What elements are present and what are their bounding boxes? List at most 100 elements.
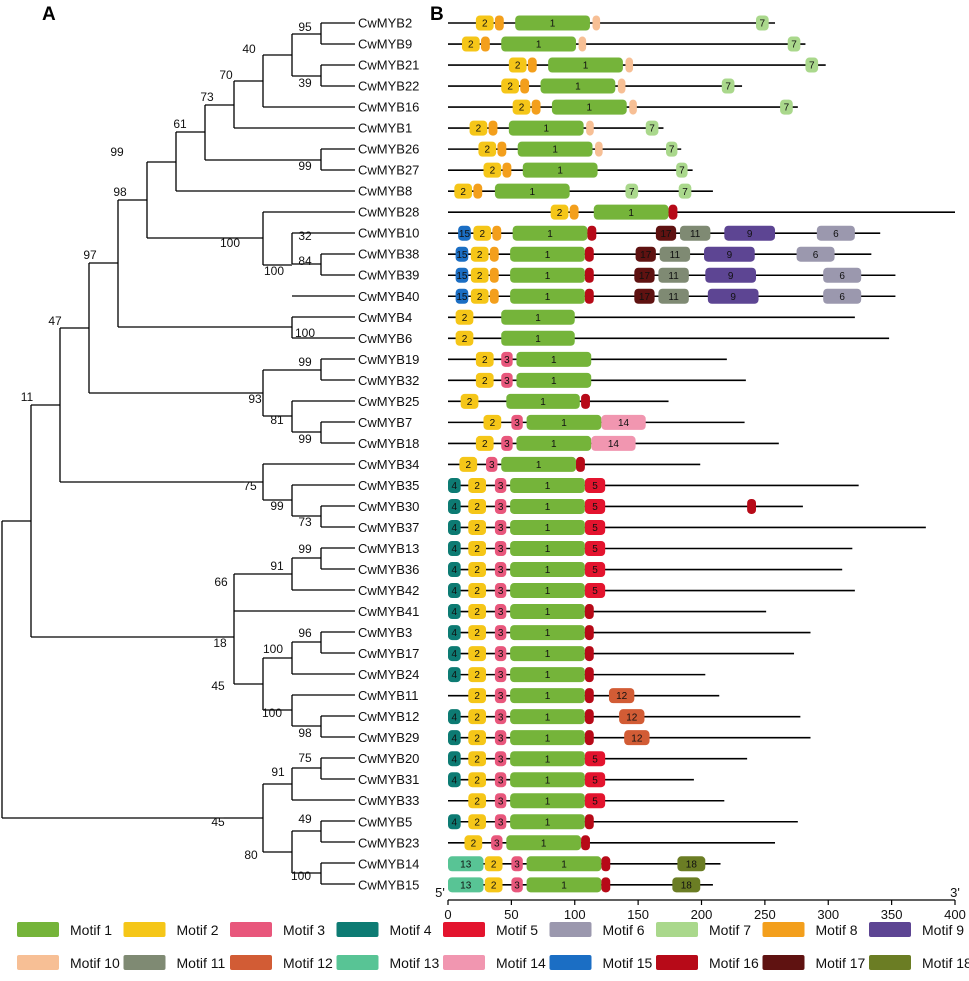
motif-row: 2 1 7 [448, 15, 776, 31]
motif-number: 15 [456, 271, 468, 282]
legend-label: Motif 4 [390, 922, 432, 938]
motif-number: 1 [561, 418, 567, 429]
motif-1-box [510, 498, 585, 514]
motif-number: 3 [494, 838, 500, 849]
bootstrap-value: 96 [298, 626, 312, 640]
motif-row: 4 2 3 1 5 [448, 751, 748, 767]
motif-5-box [584, 498, 606, 514]
motif-number: 2 [482, 439, 488, 450]
motif-8-box [494, 15, 504, 31]
gene-labels: CwMYB2 CwMYB9 CwMYB21 CwMYB22 CwMYB16 CwMYB1 C… [358, 16, 419, 893]
motif-8-box [473, 183, 483, 199]
motif-1-box [510, 288, 585, 304]
motif-1-box [510, 267, 585, 283]
motif-2-box [459, 456, 478, 472]
motif-number: 1 [545, 502, 551, 513]
axis-tick-label: 400 [944, 907, 966, 922]
motif-4-box [448, 751, 461, 767]
motif-2-box [455, 330, 474, 346]
motif-number: 1 [545, 754, 551, 765]
motif-7-box [721, 78, 735, 94]
motif-number: 4 [452, 733, 458, 744]
gene-label: CwMYB19 [358, 352, 419, 367]
motif-number: 2 [474, 607, 480, 618]
motif-2-box [512, 99, 531, 115]
motif-13-box [448, 856, 484, 872]
motif-2-box [475, 435, 494, 451]
motif-11-box [679, 225, 711, 241]
bootstrap-value: 61 [173, 117, 187, 131]
motif-3-box [494, 625, 507, 641]
gene-label: CwMYB15 [358, 877, 419, 892]
motif-16-box [584, 288, 594, 304]
motif-2-box [468, 751, 487, 767]
motif-number: 3 [498, 775, 504, 786]
motif-16-box [584, 246, 594, 262]
motif-number: 7 [649, 124, 655, 135]
motif-18-box [672, 877, 701, 893]
motif-1-box [551, 99, 627, 115]
motif-3-box [511, 414, 523, 430]
motif-number: 4 [452, 754, 458, 765]
motif-number: 2 [474, 775, 480, 786]
motif-4-box [448, 772, 461, 788]
gene-label: CwMYB31 [358, 772, 419, 787]
motif-12-box [624, 730, 650, 746]
motif-number: 1 [545, 691, 551, 702]
legend-item-motif-8: Motif 8 [762, 922, 858, 938]
motif-number: 3 [498, 628, 504, 639]
gene-label: CwMYB41 [358, 604, 419, 619]
bootstrap-value: 91 [270, 559, 284, 573]
motif-number: 17 [660, 229, 672, 240]
motif-number: 4 [452, 712, 458, 723]
motif-15-box [455, 267, 469, 283]
motif-16-box [668, 204, 678, 220]
motif-11-box [658, 288, 689, 304]
motif-16-box [581, 393, 590, 409]
motif-row: 4 2 3 1 [448, 625, 811, 641]
motif-1-box [540, 78, 616, 94]
legend-item-motif-1: Motif 1 [17, 922, 112, 938]
motif-1-box [522, 162, 598, 178]
motif-1-box [510, 772, 585, 788]
motif-3-box [494, 772, 507, 788]
motif-number: 7 [725, 82, 731, 93]
motif-4-box [448, 730, 461, 746]
motif-1-box [501, 36, 577, 52]
bootstrap-value: 73 [200, 90, 214, 104]
motif-number: 1 [545, 292, 551, 303]
bootstrap-value: 49 [298, 812, 312, 826]
axis-tick-label: 100 [564, 907, 586, 922]
motif-number: 2 [482, 19, 488, 30]
gene-label: CwMYB16 [358, 100, 419, 115]
bootstrap-value: 99 [298, 542, 312, 556]
motif-number: 2 [490, 418, 496, 429]
motif-1-box [593, 204, 669, 220]
motif-7-box [676, 162, 688, 178]
legend-swatch [123, 922, 166, 937]
bootstrap-value: 100 [220, 236, 240, 250]
motif-7-box [645, 120, 659, 136]
motif-number: 6 [839, 292, 845, 303]
motif-row: 2 1 7 [448, 141, 682, 157]
motif-15-box [455, 246, 469, 262]
legend-label: Motif 10 [70, 955, 120, 971]
motif-number: 7 [791, 40, 797, 51]
motif-diagram: 2 1 72 1 72 1 72 1 72 1 72 1 72 1 72 1 72 1 7 72 115 2 1 17 11 9 6… [448, 15, 955, 893]
legend-swatch [336, 922, 379, 937]
motif-number: 3 [498, 481, 504, 492]
motif-number: 2 [474, 628, 480, 639]
motif-number: 3 [504, 439, 510, 450]
panel-b-label: B [430, 4, 444, 25]
motif-number: 3 [498, 670, 504, 681]
gene-label: CwMYB4 [358, 310, 412, 325]
motif-17-box [634, 288, 655, 304]
motif-number: 7 [682, 187, 688, 198]
motif-number: 2 [474, 502, 480, 513]
bootstrap-value: 99 [270, 499, 284, 513]
motif-number: 1 [540, 397, 546, 408]
bootstrap-value: 45 [211, 815, 225, 829]
panel-a-label: A [42, 4, 56, 25]
